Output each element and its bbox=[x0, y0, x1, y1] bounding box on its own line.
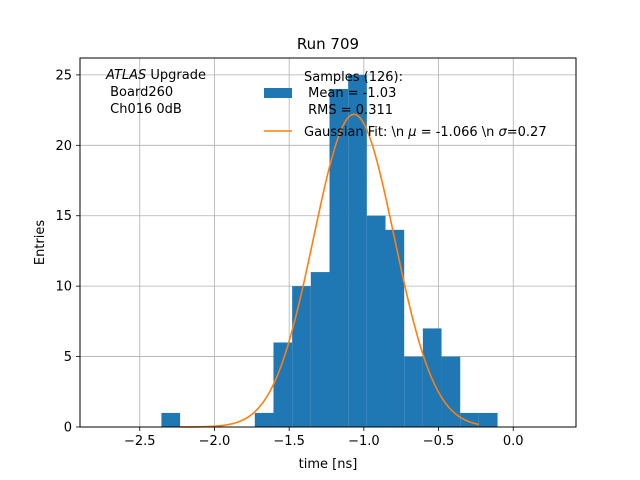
histogram-bar bbox=[404, 356, 423, 427]
y-tick-label: 25 bbox=[55, 68, 72, 83]
legend-samples-line1: Samples (126): bbox=[304, 70, 403, 85]
atlas-italic-text: ATLAS bbox=[105, 68, 146, 83]
channel-label: Ch016 0dB bbox=[106, 102, 182, 117]
x-tick-label: −2.0 bbox=[199, 434, 231, 449]
board-label: Board260 bbox=[106, 85, 173, 100]
histogram-bar bbox=[310, 272, 330, 427]
x-axis-label: time [ns] bbox=[299, 457, 358, 472]
gaussian-fit-curve bbox=[180, 113, 480, 428]
histogram-bar bbox=[478, 412, 498, 427]
x-tick-label: −1.0 bbox=[348, 434, 380, 449]
histogram-bar bbox=[366, 215, 386, 427]
histogram-bars bbox=[161, 74, 498, 428]
axis-ticks: −2.5 −2.0 −1.5 −1.0 −0.5 0.0 0 5 10 15 20 25 bbox=[55, 68, 523, 449]
atlas-annotation: ATLAS Upgrade Board260 Ch016 0dB bbox=[105, 68, 206, 117]
y-axis-label: Entries bbox=[33, 220, 48, 266]
histogram-bar bbox=[254, 412, 274, 427]
histogram-bar bbox=[161, 412, 181, 427]
plot-frame bbox=[79, 57, 577, 428]
legend-fit-part1: Gaussian Fit: \n bbox=[304, 125, 408, 140]
x-tick-label: −0.5 bbox=[423, 434, 455, 449]
legend-samples-rms: RMS = 0.311 bbox=[304, 103, 393, 118]
chart-title: Run 709 bbox=[297, 35, 359, 53]
atlas-label: ATLAS Upgrade bbox=[105, 68, 206, 83]
y-tick-label: 0 bbox=[64, 421, 72, 436]
histogram-bar bbox=[273, 342, 293, 427]
atlas-upgrade-text: Upgrade bbox=[146, 68, 206, 83]
histogram-bar bbox=[385, 229, 405, 427]
y-tick-label: 5 bbox=[64, 350, 72, 365]
legend-samples-mean: Mean = -1.03 bbox=[304, 86, 396, 101]
histogram-bar bbox=[441, 356, 461, 427]
y-tick-label: 15 bbox=[55, 209, 72, 224]
grid bbox=[80, 58, 576, 428]
histogram-bar bbox=[460, 412, 479, 427]
y-tick-label: 10 bbox=[55, 280, 72, 295]
legend-fit-mu: μ bbox=[407, 125, 416, 140]
x-tick-label: −1.5 bbox=[273, 434, 305, 449]
legend-fit-label: Gaussian Fit: \n μ = -1.066 \n σ=0.27 bbox=[304, 125, 547, 140]
legend-fit-part2: = -1.066 \n bbox=[417, 125, 499, 140]
histogram-bar bbox=[329, 88, 349, 427]
histogram-bar bbox=[348, 74, 367, 428]
x-tick-label: −2.5 bbox=[124, 434, 156, 449]
legend-fit-sigma: σ bbox=[499, 125, 508, 140]
legend-samples-swatch bbox=[264, 88, 292, 98]
legend-fit-part3: =0.27 bbox=[507, 125, 547, 140]
legend: Samples (126): Mean = -1.03 RMS = 0.311 … bbox=[264, 70, 547, 140]
x-tick-label: 0.0 bbox=[503, 434, 524, 449]
histogram-bar bbox=[292, 286, 311, 427]
y-tick-label: 20 bbox=[55, 139, 72, 154]
